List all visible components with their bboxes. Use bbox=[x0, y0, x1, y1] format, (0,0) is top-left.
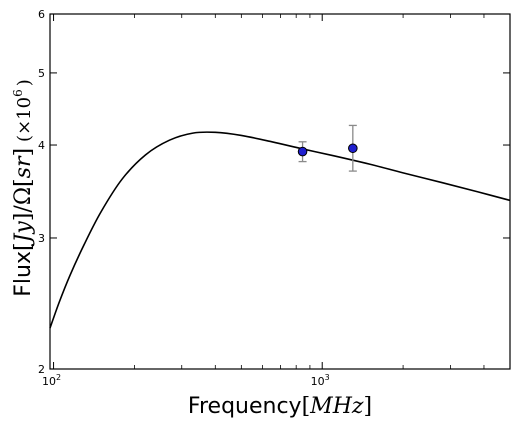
plot-frame bbox=[49, 13, 511, 370]
y-tick-label: 3 bbox=[38, 232, 45, 245]
y-tick-label: 6 bbox=[38, 8, 45, 21]
x-axis-label: Frequency[MHz] bbox=[188, 394, 372, 419]
series-layer bbox=[49, 124, 511, 329]
y-tick-label: 4 bbox=[38, 139, 45, 152]
y-axis-label: Flux[Jy]/Ω[sr](×106) bbox=[11, 79, 36, 297]
y-tick-label: 5 bbox=[38, 67, 45, 80]
data-point bbox=[348, 143, 358, 154]
y-tick-label: 2 bbox=[38, 363, 45, 376]
model-curve bbox=[49, 131, 511, 329]
data-point bbox=[297, 146, 308, 157]
x-tick-label: 103 bbox=[311, 373, 330, 388]
x-tick-label: 102 bbox=[42, 373, 61, 388]
